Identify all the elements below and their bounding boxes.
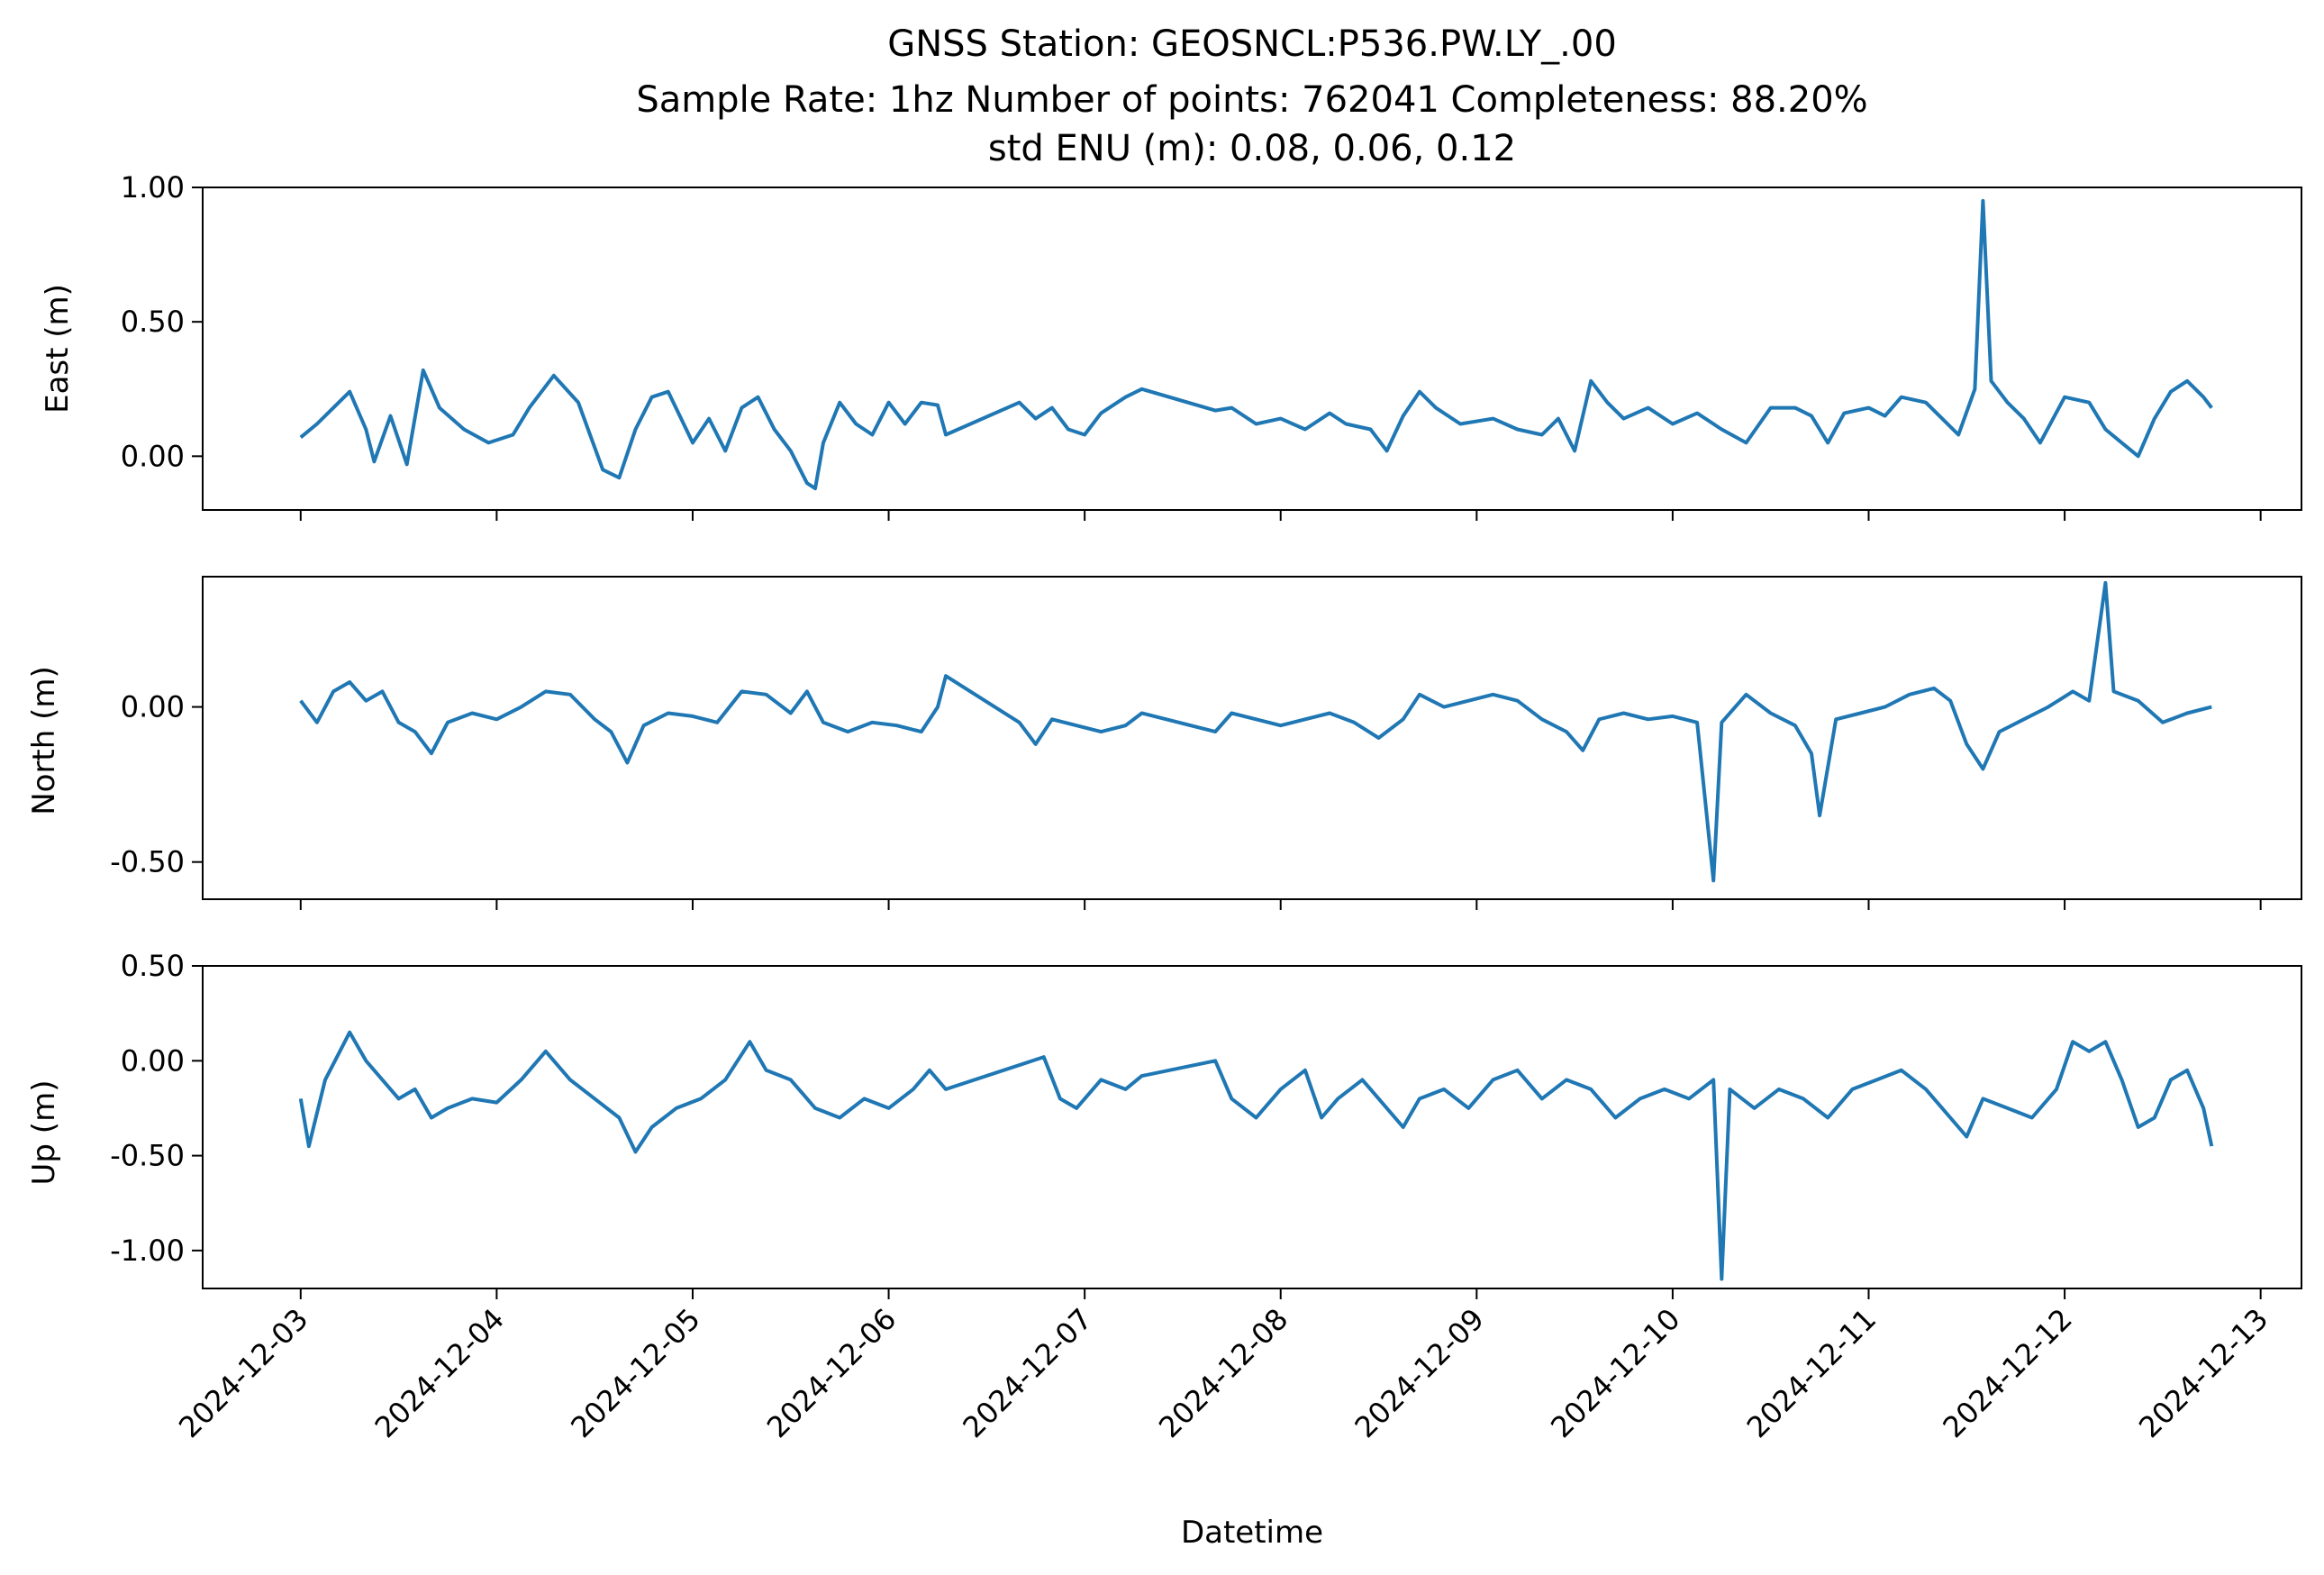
up-plot-frame	[202, 965, 2302, 1289]
north-ylabel: North (m)	[26, 666, 62, 815]
up-panel: Up (m) 0.50 0.00 -0.50 -1.00	[26, 949, 2302, 1299]
north-y-tick-label: 0.00	[121, 690, 185, 724]
east-series-line	[299, 198, 2213, 491]
chart-subtitle: Sample Rate: 1hz Number of points: 76204…	[636, 79, 1867, 121]
up-y-tick-label: -1.00	[110, 1234, 185, 1268]
up-y-tick-label: 0.50	[121, 949, 185, 983]
chart-subtitle-2: std ENU (m): 0.08, 0.06, 0.12	[988, 128, 1516, 169]
north-panel: North (m) 0.00 -0.50	[26, 576, 2302, 910]
north-y-tick-label: -0.50	[110, 845, 185, 879]
chart-title: GNSS Station: GEOSNCL:P536.PW.LY_.00	[887, 23, 1617, 65]
up-y-tick-label: -0.50	[110, 1139, 185, 1173]
east-plot-frame	[202, 187, 2302, 511]
east-y-tick-label: 0.50	[121, 305, 185, 339]
east-y-tick-label: 1.00	[121, 170, 185, 205]
east-panel: East (m) 1.00 0.50 0.00	[40, 170, 2302, 521]
east-ylabel: East (m)	[40, 284, 76, 414]
east-y-tick-label: 0.00	[121, 439, 185, 473]
up-y-tick-label: 0.00	[121, 1043, 185, 1078]
north-plot-frame	[202, 576, 2302, 900]
x-axis-label: Datetime	[1181, 1515, 1323, 1551]
up-series-line	[298, 1030, 2214, 1281]
north-series-line	[299, 580, 2212, 883]
up-ylabel: Up (m)	[26, 1080, 62, 1186]
